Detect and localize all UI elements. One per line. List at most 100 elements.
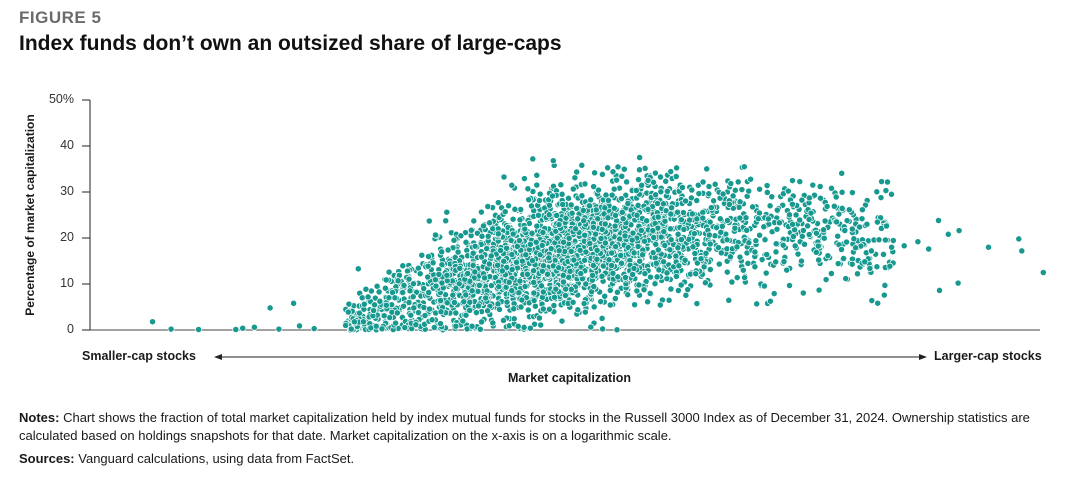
- data-point: [875, 236, 883, 244]
- data-point: [515, 237, 523, 245]
- data-point: [500, 316, 507, 324]
- data-point: [494, 199, 502, 207]
- data-point: [581, 180, 589, 188]
- data-point: [830, 202, 838, 210]
- data-point: [674, 230, 682, 238]
- data-point: [478, 253, 486, 261]
- data-point: [409, 293, 417, 301]
- data-point: [762, 269, 770, 277]
- data-point: [539, 305, 547, 313]
- data-point: [925, 245, 933, 253]
- data-point: [565, 194, 572, 202]
- data-point: [416, 270, 424, 278]
- data-point: [828, 184, 835, 192]
- data-point: [652, 259, 660, 267]
- data-point: [555, 247, 563, 255]
- data-point: [425, 289, 433, 296]
- data-point: [381, 284, 389, 292]
- data-point: [631, 301, 639, 309]
- data-point: [735, 203, 743, 211]
- y-tick-label: 50%: [48, 92, 74, 106]
- data-point: [838, 188, 846, 196]
- data-point: [821, 217, 829, 225]
- data-point: [651, 280, 659, 288]
- data-point: [569, 298, 577, 306]
- data-point: [739, 266, 747, 274]
- data-point: [505, 278, 513, 286]
- data-point: [582, 280, 590, 288]
- data-point: [717, 249, 725, 257]
- data-point: [770, 290, 778, 298]
- data-point: [587, 196, 595, 204]
- data-point: [513, 258, 520, 266]
- data-point: [621, 232, 629, 240]
- data-point: [250, 323, 258, 331]
- data-point: [509, 230, 517, 238]
- data-point: [275, 325, 283, 333]
- data-point: [706, 218, 714, 226]
- data-point: [437, 308, 445, 316]
- data-point: [886, 262, 894, 270]
- data-point: [612, 211, 619, 219]
- data-point: [484, 307, 492, 315]
- data-point: [611, 222, 619, 230]
- data-point: [604, 196, 612, 204]
- data-point: [429, 259, 437, 267]
- data-point: [380, 312, 388, 320]
- data-point: [382, 276, 390, 284]
- data-point: [468, 322, 476, 330]
- data-point: [900, 242, 908, 250]
- data-point: [614, 273, 622, 281]
- data-point: [756, 185, 764, 193]
- data-point: [508, 181, 516, 189]
- data-point: [656, 301, 664, 309]
- data-point: [471, 268, 479, 276]
- data-point: [820, 226, 828, 234]
- data-point: [874, 299, 882, 307]
- data-point: [817, 194, 824, 202]
- data-point: [858, 215, 866, 223]
- data-point: [550, 302, 558, 309]
- data-point: [574, 306, 582, 314]
- data-point: [477, 208, 485, 216]
- data-point: [414, 309, 422, 317]
- data-point: [760, 223, 768, 231]
- data-point: [371, 294, 379, 302]
- data-point: [629, 271, 637, 278]
- data-point: [610, 185, 618, 193]
- data-point: [592, 206, 600, 214]
- data-point: [723, 217, 731, 224]
- data-point: [662, 207, 670, 215]
- data-point: [486, 219, 494, 227]
- data-point: [515, 289, 523, 297]
- data-point: [667, 210, 675, 218]
- data-point: [657, 173, 664, 181]
- data-point: [517, 206, 525, 213]
- data-point: [546, 201, 553, 209]
- data-point: [705, 183, 713, 190]
- sources-text: Vanguard calculations, using data from F…: [78, 451, 355, 466]
- data-point: [442, 217, 450, 225]
- data-point: [547, 245, 555, 253]
- data-point: [580, 217, 588, 225]
- data-point: [437, 320, 444, 328]
- data-point: [633, 211, 641, 219]
- data-point: [624, 200, 632, 207]
- data-point: [239, 324, 247, 332]
- data-point: [232, 326, 240, 333]
- sources: Sources: Vanguard calculations, using da…: [19, 451, 354, 466]
- data-point: [392, 319, 400, 327]
- data-point: [360, 300, 368, 308]
- data-point: [666, 246, 674, 254]
- data-point: [736, 198, 744, 206]
- data-point: [526, 240, 534, 248]
- data-point: [856, 223, 864, 231]
- data-point: [738, 186, 746, 194]
- data-point: [552, 285, 560, 293]
- data-point: [393, 309, 401, 317]
- data-point: [570, 256, 578, 264]
- data-point: [706, 240, 714, 248]
- data-point: [375, 288, 383, 296]
- data-point: [677, 216, 685, 224]
- data-point: [587, 323, 595, 331]
